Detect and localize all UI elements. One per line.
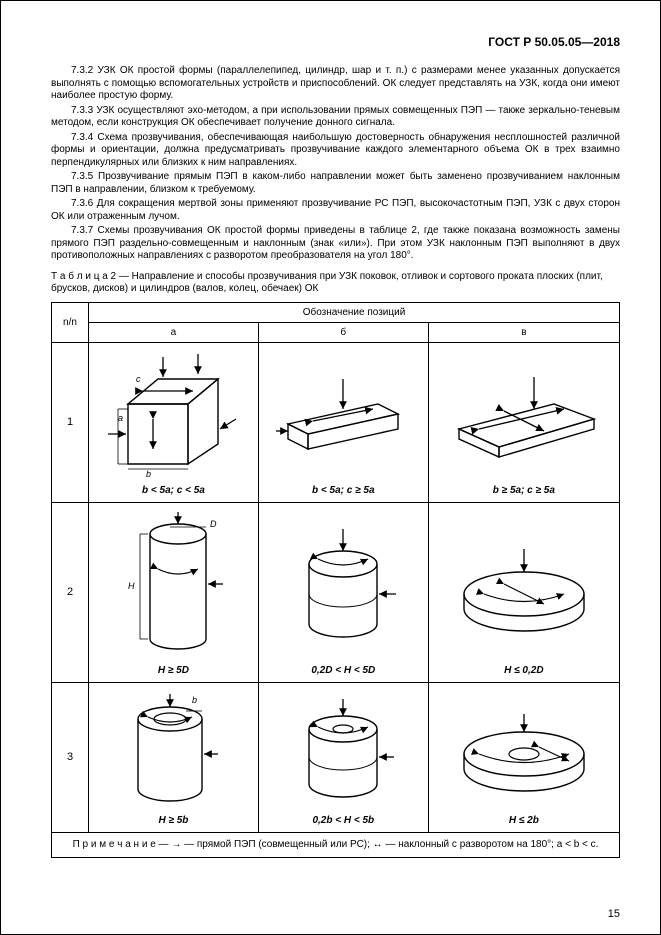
diagram-ring-tall: b (98, 689, 248, 809)
col-header-v: в (428, 322, 619, 342)
scan-directions-table: n/n Обозначение позиций а б в 1 (51, 302, 620, 859)
formula: 0,2b < H < 5b (263, 815, 424, 826)
col-header-np: n/n (52, 302, 89, 342)
table-row: 1 (52, 342, 620, 502)
para-7-3-5: 7.3.5 Прозвучивание прямым ПЭП в каком-л… (51, 171, 620, 196)
para-7-3-4: 7.3.4 Схема прозвучивания, обеспечивающа… (51, 132, 620, 170)
cell-1v: b ≥ 5a; c ≥ 5a (428, 342, 619, 502)
col-header-a: а (89, 322, 259, 342)
cell-3v: H ≤ 2b (428, 682, 619, 832)
svg-text:b: b (146, 469, 151, 479)
row-number: 1 (52, 342, 89, 502)
formula: H ≥ 5D (93, 665, 254, 676)
table-row: 3 (52, 682, 620, 832)
row-number: 2 (52, 502, 89, 682)
cell-3b: 0,2b < H < 5b (258, 682, 428, 832)
page-number: 15 (608, 908, 620, 920)
svg-text:c: c (136, 374, 141, 384)
para-7-3-3: 7.3.3 УЗК осуществляют эхо-методом, а пр… (51, 105, 620, 130)
para-7-3-6: 7.3.6 Для сокращения мертвой зоны примен… (51, 198, 620, 223)
svg-text:b: b (192, 695, 197, 705)
cell-2v: H ≤ 0,2D (428, 502, 619, 682)
diagram-box-plate (444, 349, 604, 479)
diagram-ring-mid (268, 689, 418, 809)
table-caption: Т а б л и ц а 2 — Направление и способы … (51, 271, 620, 296)
svg-text:H: H (128, 581, 135, 591)
cell-1a: c a b b < 5a; c < 5a (89, 342, 259, 502)
formula: 0,2D < H < 5D (263, 665, 424, 676)
formula: b < 5a; c < 5a (93, 485, 254, 496)
formula: b ≥ 5a; c ≥ 5a (433, 485, 615, 496)
cell-2a: D H H ≥ 5D (89, 502, 259, 682)
table-row: 2 (52, 502, 620, 682)
diagram-ring-flat (439, 689, 609, 809)
cell-2b: 0,2D < H < 5D (258, 502, 428, 682)
table-note: П р и м е ч а н и е — → — прямой ПЭП (со… (52, 832, 620, 858)
formula: H ≥ 5b (93, 815, 254, 826)
formula: b < 5a; c ≥ 5a (263, 485, 424, 496)
col-header-b: б (258, 322, 428, 342)
cell-3a: b H ≥ 5b (89, 682, 259, 832)
diagram-cyl-mid (268, 509, 418, 659)
formula: H ≤ 2b (433, 815, 615, 826)
diagram-cyl-tall: D H (98, 509, 248, 659)
row-number: 3 (52, 682, 89, 832)
svg-text:a: a (118, 413, 123, 423)
svg-text:D: D (210, 519, 217, 529)
para-7-3-2: 7.3.2 УЗК ОК простой формы (параллелепип… (51, 65, 620, 103)
diagram-box-bar (268, 349, 418, 479)
cell-1b: b < 5a; c ≥ 5a (258, 342, 428, 502)
diagram-cyl-disc (439, 509, 609, 659)
para-7-3-7: 7.3.7 Схемы прозвучивания ОК простой фор… (51, 225, 620, 263)
document-number: ГОСТ Р 50.05.05—2018 (51, 35, 620, 49)
page: ГОСТ Р 50.05.05—2018 7.3.2 УЗК ОК просто… (0, 0, 661, 935)
col-header-positions: Обозначение позиций (89, 302, 620, 322)
formula: H ≤ 0,2D (433, 665, 615, 676)
diagram-box-tall: c a b (98, 349, 248, 479)
table-note-row: П р и м е ч а н и е — → — прямой ПЭП (со… (52, 832, 620, 858)
